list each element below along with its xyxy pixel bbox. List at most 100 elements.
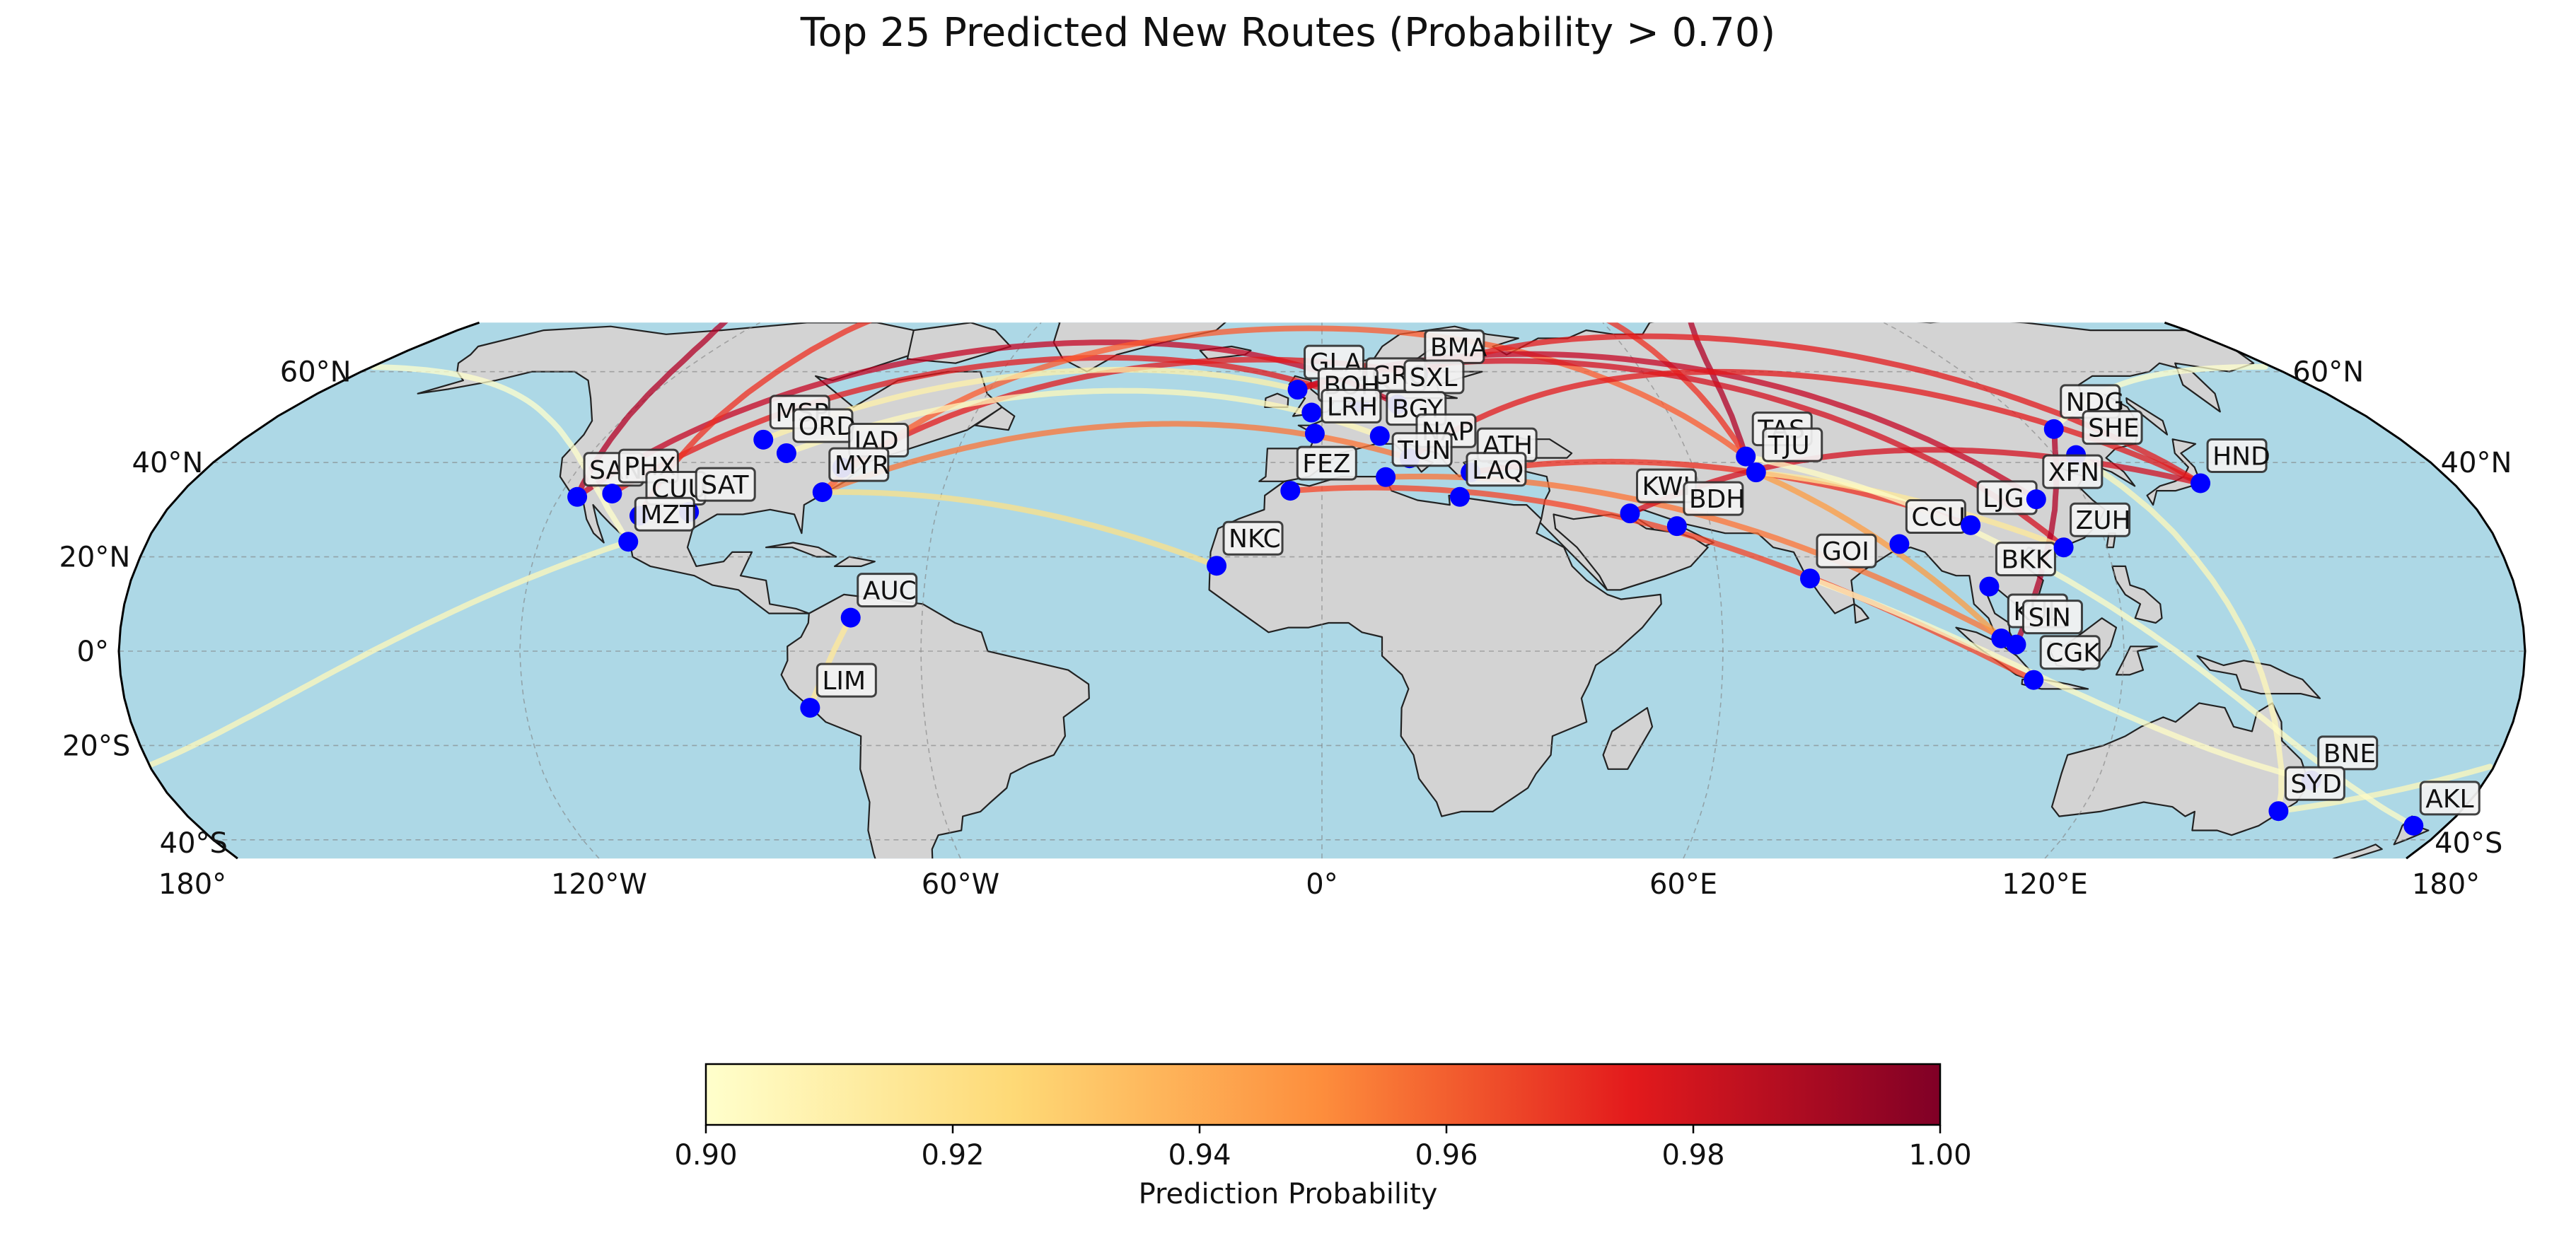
airport-label: NKC bbox=[1229, 525, 1281, 554]
airport-label-box bbox=[2082, 410, 2143, 445]
airport-label: BNE bbox=[2323, 740, 2376, 769]
colorbar-tick-label: 0.96 bbox=[1415, 1139, 1478, 1172]
lat-label-right: 40°N bbox=[2441, 447, 2512, 479]
chart-title: Top 25 Predicted New Routes (Probability… bbox=[800, 10, 1776, 56]
airport-marker bbox=[602, 484, 622, 504]
axis-labels: 60°N 40°N 20°N 0° 20°S 40°S 60°N 40°N 40°S 180° 12… bbox=[59, 356, 2512, 901]
map-border bbox=[117, 321, 2526, 860]
land-hispaniola bbox=[833, 556, 876, 567]
airport-label-box bbox=[695, 467, 756, 502]
airport-label-box bbox=[1466, 452, 1527, 487]
land-baffin bbox=[906, 322, 1011, 364]
airport-label: SHE bbox=[2088, 414, 2140, 443]
airport-label-box bbox=[1905, 499, 1966, 535]
airport-label: MZT bbox=[640, 501, 696, 530]
airport-label-box bbox=[2042, 454, 2104, 489]
lat-label-right: 60°N bbox=[2292, 356, 2364, 389]
airport-marker bbox=[1620, 503, 1640, 524]
airport-marker bbox=[800, 698, 820, 718]
airport-marker bbox=[1301, 402, 1322, 423]
airport-marker bbox=[1800, 568, 1821, 589]
route-lim-auc bbox=[807, 614, 854, 711]
airport-marker bbox=[1961, 515, 1981, 535]
airport-marker bbox=[1746, 462, 1766, 483]
land-newfoundland bbox=[974, 406, 1016, 431]
airport-marker bbox=[1979, 576, 2000, 597]
airport-marker bbox=[1666, 516, 1687, 537]
airport-hnd: HND bbox=[2191, 438, 2270, 494]
airport-label: XFN bbox=[2048, 458, 2099, 487]
airport-label: KWI bbox=[1642, 472, 1690, 501]
land-madagascar bbox=[1602, 707, 1654, 770]
airport-lrh: LRH bbox=[1304, 388, 1382, 444]
lon-label: 60°E bbox=[1649, 868, 1717, 901]
airport-marker bbox=[1889, 534, 1910, 554]
airport-label: HND bbox=[2212, 442, 2270, 471]
airport-marker bbox=[2053, 537, 2074, 558]
lat-label-left: 20°N bbox=[59, 542, 130, 574]
land-philippines bbox=[2111, 565, 2163, 624]
airport-label: ORD bbox=[799, 412, 856, 441]
airport-marker bbox=[2191, 473, 2211, 494]
route-nkc-myr bbox=[819, 489, 1219, 569]
airport-tju: TJU bbox=[1746, 427, 1823, 483]
lat-label-left: 40°S bbox=[160, 827, 228, 860]
lat-label-left: 60°N bbox=[280, 356, 352, 389]
airport-label-box bbox=[2070, 502, 2131, 537]
airport-cgk: CGK bbox=[2024, 635, 2101, 690]
airport-she: SHE bbox=[2066, 410, 2143, 465]
airport-marker bbox=[1449, 486, 1470, 507]
airport-label-box bbox=[828, 447, 890, 482]
airport-label: FEZ bbox=[1302, 450, 1350, 479]
lat-label-left: 0° bbox=[77, 636, 109, 668]
airport-label-box bbox=[816, 662, 877, 698]
airport-marker bbox=[1280, 481, 1301, 501]
airport-label: SYD bbox=[2290, 770, 2342, 799]
land-new-guinea bbox=[2196, 655, 2321, 699]
airport-marker bbox=[1376, 467, 1396, 487]
airport-auc: AUC bbox=[840, 573, 918, 628]
airport-zuh: ZUH bbox=[2053, 502, 2131, 558]
airport-label-box bbox=[1222, 520, 1284, 556]
airport-sin: SIN bbox=[2006, 600, 2083, 655]
airport-ord: ORD bbox=[776, 408, 856, 463]
colorbar: 0.90 0.92 0.94 0.96 0.98 1.00 bbox=[674, 1063, 1972, 1172]
airport-marker bbox=[2026, 489, 2046, 510]
airport-label-box bbox=[2206, 438, 2268, 473]
land-japan bbox=[2146, 438, 2201, 506]
airport-label: TJU bbox=[1768, 431, 1810, 460]
airport-label-box bbox=[634, 496, 695, 532]
land-sri-lanka bbox=[1853, 603, 1869, 624]
airport-marker bbox=[1304, 424, 1325, 444]
airport-lim: LIM bbox=[800, 662, 877, 718]
colorbar-gradient bbox=[704, 1063, 1942, 1126]
airport-bkk: BKK bbox=[1979, 542, 2056, 597]
airport-marker bbox=[1369, 426, 1390, 446]
airport-marker bbox=[776, 443, 796, 463]
airport-marker bbox=[2403, 815, 2424, 836]
airport-label-box bbox=[2284, 766, 2345, 801]
airport-label-box bbox=[1391, 432, 1453, 467]
lon-label: 120°E bbox=[2002, 868, 2088, 901]
colorbar-tick-label: 0.94 bbox=[1168, 1139, 1231, 1172]
airport-label-box bbox=[1995, 542, 2056, 577]
airport-label: LIM bbox=[822, 667, 866, 696]
airport-label-box bbox=[1296, 445, 1357, 481]
airport-label-box bbox=[2317, 735, 2379, 771]
airport-label: ZUH bbox=[2076, 506, 2131, 535]
airport-laq: LAQ bbox=[1449, 452, 1527, 507]
land-cuba bbox=[765, 542, 837, 558]
airport-marker bbox=[2006, 634, 2026, 655]
airport-label-box bbox=[1762, 427, 1823, 462]
airport-label-box bbox=[1816, 533, 1877, 568]
airport-myr: MYR bbox=[812, 447, 890, 503]
lon-label: 180° bbox=[158, 868, 226, 901]
lat-label-left: 40°N bbox=[132, 447, 204, 479]
lon-label: 180° bbox=[2412, 868, 2480, 901]
airport-label: SIN bbox=[2028, 604, 2070, 633]
airport-marker bbox=[2024, 670, 2044, 690]
airport-label: SAT bbox=[701, 471, 749, 500]
airport-tun: TUN bbox=[1376, 432, 1453, 487]
airport-nkc: NKC bbox=[1207, 520, 1284, 576]
